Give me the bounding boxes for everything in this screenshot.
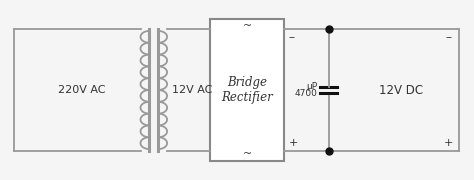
Text: Rectifier: Rectifier <box>221 91 273 104</box>
Text: --: -- <box>288 32 295 42</box>
Text: 4700: 4700 <box>295 89 318 98</box>
Text: 12V AC: 12V AC <box>172 85 212 95</box>
Text: ~: ~ <box>243 21 252 31</box>
Text: --: -- <box>445 32 452 42</box>
Text: 12V DC: 12V DC <box>379 84 423 96</box>
Text: μP: μP <box>307 82 318 91</box>
Text: ~: ~ <box>243 149 252 159</box>
Text: Bridge: Bridge <box>228 76 267 89</box>
Text: +: + <box>444 138 453 148</box>
Text: +: + <box>289 138 299 148</box>
Text: 220V AC: 220V AC <box>58 85 105 95</box>
Bar <box>210 19 284 161</box>
